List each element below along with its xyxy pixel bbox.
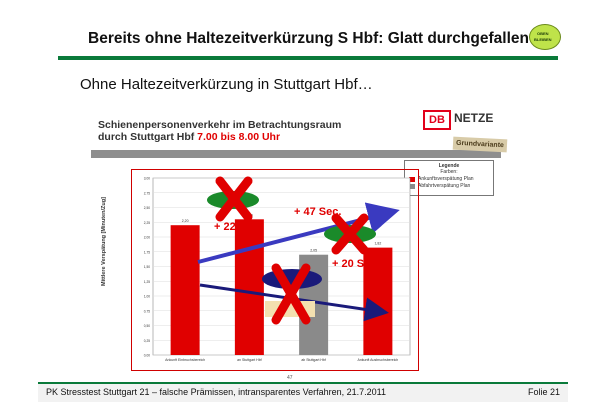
- embedded-page-number: 47: [287, 375, 293, 381]
- legend-swatch: [409, 183, 415, 189]
- header-divider: [91, 150, 501, 158]
- embedded-header: Schienenpersonenverkehr im Betrachtungsr…: [98, 119, 341, 143]
- legend-swatch: [409, 176, 415, 182]
- title-underline: [58, 56, 558, 60]
- legend-item: Abfahrtverspätung Plan: [409, 183, 493, 189]
- y-axis-label: Mittlere Verspätung [Minuten/Zug]: [101, 197, 107, 286]
- time-range: 7.00 bis 8.00 Uhr: [197, 131, 281, 143]
- legend-label: Ankunftsverspätung Plan: [418, 176, 474, 182]
- badge-text-2: BLEIBEN: [534, 37, 552, 42]
- slide-subtitle: Ohne Haltezeitverkürzung in Stuttgart Hb…: [80, 76, 373, 93]
- embedded-header-line2: durch Stuttgart Hbf: [98, 131, 195, 143]
- slide-title: Bereits ohne Haltezeitverkürzung S Hbf: …: [88, 30, 529, 47]
- folio-number: Folie 21: [527, 387, 560, 397]
- db-logo: DB: [423, 110, 451, 130]
- legend-item: Ankunftsverspätung Plan: [409, 176, 493, 182]
- badge-text-1: OBEN: [537, 31, 549, 36]
- embedded-header-line1: Schienenpersonenverkehr im Betrachtungsr…: [98, 119, 342, 131]
- legend-title: Legende: [438, 163, 460, 169]
- chart-legend: Legende Farben: Ankunftsverspätung Plan …: [404, 160, 494, 196]
- grundvariante-tag: Grundvariante: [452, 136, 508, 153]
- chart-frame: [131, 169, 419, 371]
- legend-label: Abfahrtverspätung Plan: [418, 183, 471, 189]
- footer-bar: PK Stresstest Stuttgart 21 – falsche Prä…: [38, 382, 568, 402]
- oben-bleiben-badge: OBEN BLEIBEN: [529, 24, 561, 50]
- footer-text: PK Stresstest Stuttgart 21 – falsche Prä…: [46, 387, 387, 397]
- netze-label: NETZE: [454, 111, 494, 125]
- legend-subtitle: Farben:: [440, 169, 458, 175]
